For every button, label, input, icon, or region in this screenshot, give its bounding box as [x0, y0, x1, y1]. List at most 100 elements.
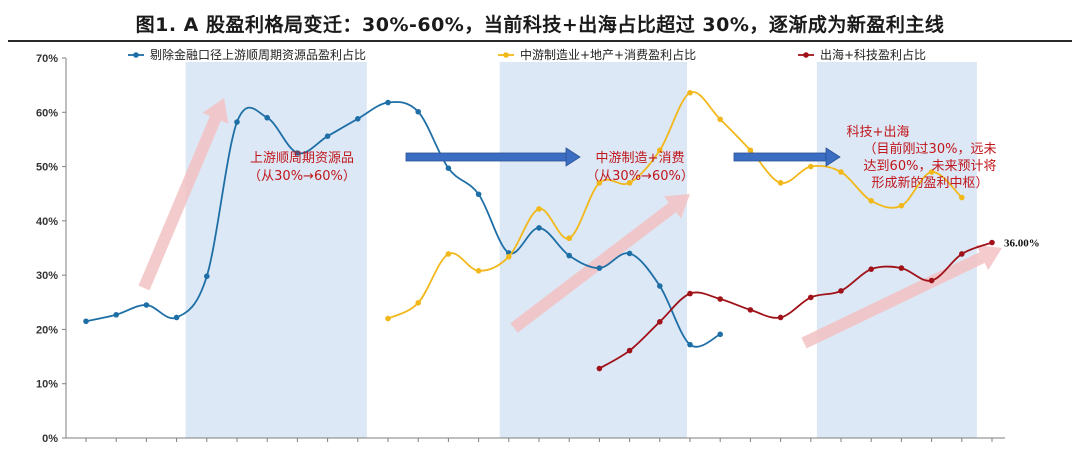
annotation-line: 上游顺周期资源品 — [250, 151, 354, 166]
data-point — [959, 251, 965, 257]
data-point — [596, 180, 603, 186]
data-point — [868, 266, 874, 272]
y-tick-label: 10% — [36, 379, 58, 391]
data-point — [898, 202, 905, 209]
data-point — [687, 89, 693, 96]
series-3 — [596, 239, 995, 372]
y-tick-label: 30% — [36, 270, 58, 282]
data-point — [143, 302, 150, 308]
data-point — [536, 225, 542, 231]
data-point — [687, 341, 693, 348]
data-point — [808, 294, 814, 301]
legend: 剔除金融口径上游顺周期资源品盈利占比 中游制造业+地产+消费盈利占比 出海+科技盈利… — [128, 47, 926, 62]
chart-title: 图1. A 股盈利格局变迁：30%-60%，当前科技+出海占比超过 30%，逐渐… — [135, 14, 945, 36]
annotation-line: （从30%→60%） — [248, 169, 356, 184]
data-point — [536, 206, 542, 212]
series-line-1 — [85, 101, 721, 348]
legend-swatch-marker — [503, 52, 509, 58]
annotation-1: 上游顺周期资源品 （从30%→60%） — [248, 151, 356, 184]
legend-item-3: 出海+科技盈利占比 — [798, 47, 926, 62]
data-point — [717, 331, 723, 338]
annotations: 36.00% 上游顺周期资源品 （从30%→60%） 中游制造+消费 （从30%→60%… — [248, 125, 1040, 250]
flow-arrows — [405, 147, 841, 167]
title-divider — [8, 40, 1072, 42]
legend-item-2: 中游制造业+地产+消费盈利占比 — [498, 47, 696, 62]
annotation-line: 形成新的盈利中枢） — [871, 175, 988, 191]
data-point — [657, 283, 663, 289]
data-point — [747, 307, 754, 313]
flow-arrow-2 — [733, 147, 841, 167]
legend-label: 中游制造业+地产+消费盈利占比 — [520, 47, 696, 62]
data-point — [475, 268, 482, 274]
data-point — [959, 194, 965, 201]
data-point — [415, 300, 422, 306]
trend-arrow-upstream — [138, 98, 229, 291]
series-1 — [83, 99, 723, 348]
data-point — [777, 180, 784, 186]
legend-swatch-marker — [133, 52, 139, 58]
data-point — [566, 252, 572, 259]
series-lines — [83, 89, 995, 372]
data-point — [777, 314, 784, 321]
data-point — [445, 165, 452, 171]
data-point — [626, 347, 633, 354]
data-point — [626, 180, 633, 186]
shaded-bands — [185, 62, 977, 438]
y-tick-label: 50% — [36, 162, 58, 174]
y-tick-label: 70% — [36, 53, 58, 65]
data-point — [355, 116, 361, 122]
y-tick-label: 60% — [36, 107, 58, 119]
shaded-band-3 — [816, 62, 977, 438]
data-point — [173, 314, 180, 321]
data-point — [838, 288, 844, 294]
annotation-line: 中游制造+消费 — [596, 151, 685, 166]
annotation-line: （从30%→60%） — [586, 169, 694, 184]
data-point — [83, 318, 89, 325]
data-point — [687, 290, 693, 297]
data-point — [868, 197, 874, 204]
data-point — [989, 239, 995, 246]
data-point — [385, 315, 391, 322]
data-point — [717, 116, 723, 123]
shaded-band-2 — [499, 62, 687, 438]
flow-arrow-1 — [405, 147, 581, 167]
data-point — [838, 169, 844, 175]
data-point — [808, 163, 814, 170]
series-2 — [385, 89, 965, 322]
annotation-line: 科技+出海 — [847, 125, 910, 140]
data-point — [324, 133, 331, 139]
legend-label: 出海+科技盈利占比 — [820, 47, 926, 62]
data-point — [234, 119, 240, 125]
legend-swatch-marker — [803, 52, 809, 58]
legend-label: 剔除金融口径上游顺周期资源品盈利占比 — [150, 47, 366, 62]
data-point — [264, 114, 271, 121]
data-point — [113, 311, 119, 318]
y-tick-label: 40% — [36, 216, 58, 228]
axes: 0% 10% 20% 30% 40% 50% 60% 70% — [36, 53, 1005, 445]
annotation-line: （目前刚过30%，远未 — [864, 141, 997, 157]
data-point — [657, 319, 663, 325]
data-point — [657, 147, 663, 154]
series-line-2 — [387, 91, 963, 320]
data-point — [204, 273, 210, 280]
y-tick-label: 20% — [36, 324, 58, 336]
data-point — [747, 147, 754, 154]
legend-item-1: 剔除金融口径上游顺周期资源品盈利占比 — [128, 47, 366, 62]
data-point — [928, 277, 935, 284]
data-point — [294, 150, 301, 156]
data-point — [506, 253, 512, 260]
data-point — [385, 99, 391, 106]
trend-arrow-tech — [801, 244, 1002, 349]
end-value-label: 36.00% — [1004, 238, 1040, 250]
data-point — [898, 265, 905, 271]
data-point — [626, 250, 633, 257]
data-point — [475, 191, 482, 198]
annotation-line: 达到60%，未来预计将 — [864, 159, 997, 174]
y-tick-label: 0% — [42, 433, 58, 445]
data-point — [566, 235, 572, 242]
data-point — [415, 108, 422, 115]
annotation-2: 中游制造+消费 （从30%→60%） — [586, 151, 694, 184]
data-point — [717, 296, 723, 302]
